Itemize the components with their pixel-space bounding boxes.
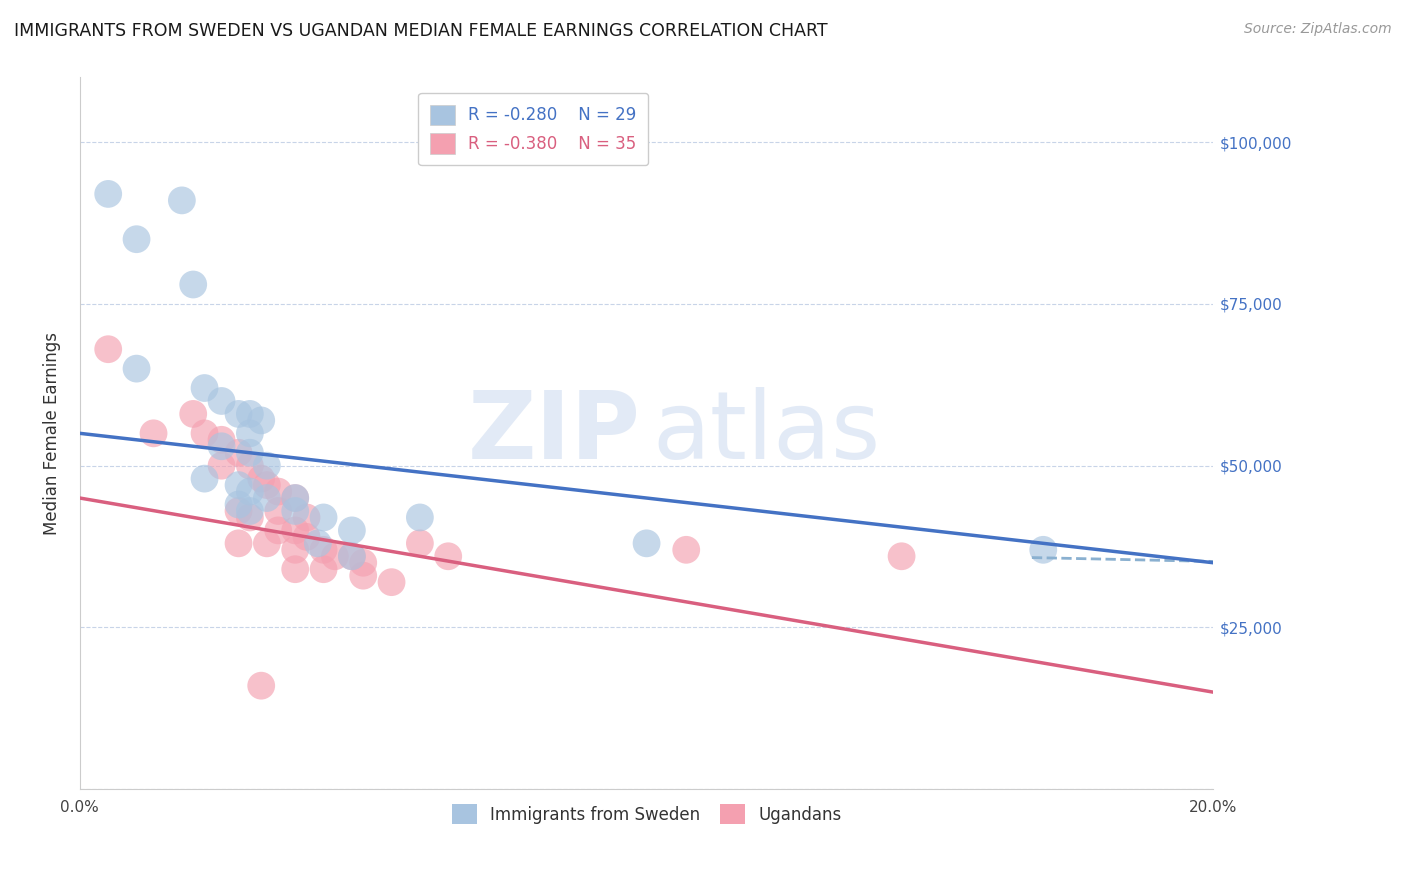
Point bbox=[323, 549, 346, 564]
Point bbox=[250, 679, 273, 693]
Point bbox=[239, 407, 262, 421]
Point bbox=[239, 426, 262, 441]
Point bbox=[284, 491, 307, 505]
Point bbox=[312, 510, 335, 524]
Point bbox=[239, 446, 262, 460]
Text: atlas: atlas bbox=[652, 387, 880, 479]
Point bbox=[239, 484, 262, 499]
Point bbox=[125, 361, 148, 376]
Point bbox=[1032, 542, 1054, 557]
Point bbox=[256, 536, 278, 550]
Point bbox=[228, 446, 250, 460]
Point bbox=[239, 510, 262, 524]
Point bbox=[250, 472, 273, 486]
Point bbox=[437, 549, 460, 564]
Point bbox=[228, 536, 250, 550]
Point bbox=[284, 491, 307, 505]
Point bbox=[307, 536, 329, 550]
Legend: Immigrants from Sweden, Ugandans: Immigrants from Sweden, Ugandans bbox=[441, 794, 852, 834]
Point bbox=[284, 504, 307, 518]
Point bbox=[409, 536, 432, 550]
Point bbox=[170, 194, 193, 208]
Point bbox=[211, 433, 233, 447]
Point bbox=[380, 575, 402, 590]
Point bbox=[97, 186, 120, 201]
Point bbox=[284, 562, 307, 576]
Point bbox=[228, 407, 250, 421]
Point bbox=[340, 549, 363, 564]
Y-axis label: Median Female Earnings: Median Female Earnings bbox=[44, 332, 60, 535]
Point bbox=[256, 491, 278, 505]
Point bbox=[211, 458, 233, 473]
Point bbox=[295, 510, 318, 524]
Point bbox=[97, 342, 120, 356]
Point bbox=[239, 504, 262, 518]
Point bbox=[890, 549, 912, 564]
Point bbox=[267, 504, 290, 518]
Text: ZIP: ZIP bbox=[468, 387, 641, 479]
Point bbox=[228, 498, 250, 512]
Point bbox=[239, 458, 262, 473]
Point bbox=[193, 381, 215, 395]
Point bbox=[250, 413, 273, 427]
Text: Source: ZipAtlas.com: Source: ZipAtlas.com bbox=[1244, 22, 1392, 37]
Point bbox=[267, 484, 290, 499]
Text: IMMIGRANTS FROM SWEDEN VS UGANDAN MEDIAN FEMALE EARNINGS CORRELATION CHART: IMMIGRANTS FROM SWEDEN VS UGANDAN MEDIAN… bbox=[14, 22, 828, 40]
Point bbox=[267, 524, 290, 538]
Point bbox=[193, 472, 215, 486]
Point bbox=[352, 556, 374, 570]
Point bbox=[284, 524, 307, 538]
Point bbox=[211, 439, 233, 453]
Point bbox=[256, 478, 278, 492]
Point bbox=[675, 542, 697, 557]
Point bbox=[284, 542, 307, 557]
Point bbox=[312, 542, 335, 557]
Point bbox=[193, 426, 215, 441]
Point bbox=[228, 504, 250, 518]
Point bbox=[228, 478, 250, 492]
Point bbox=[125, 232, 148, 246]
Point bbox=[295, 530, 318, 544]
Point bbox=[340, 524, 363, 538]
Point bbox=[142, 426, 165, 441]
Point bbox=[636, 536, 658, 550]
Point bbox=[181, 277, 204, 292]
Point bbox=[211, 394, 233, 409]
Point bbox=[181, 407, 204, 421]
Point bbox=[256, 458, 278, 473]
Point bbox=[340, 549, 363, 564]
Point bbox=[312, 562, 335, 576]
Point bbox=[409, 510, 432, 524]
Point bbox=[352, 568, 374, 582]
